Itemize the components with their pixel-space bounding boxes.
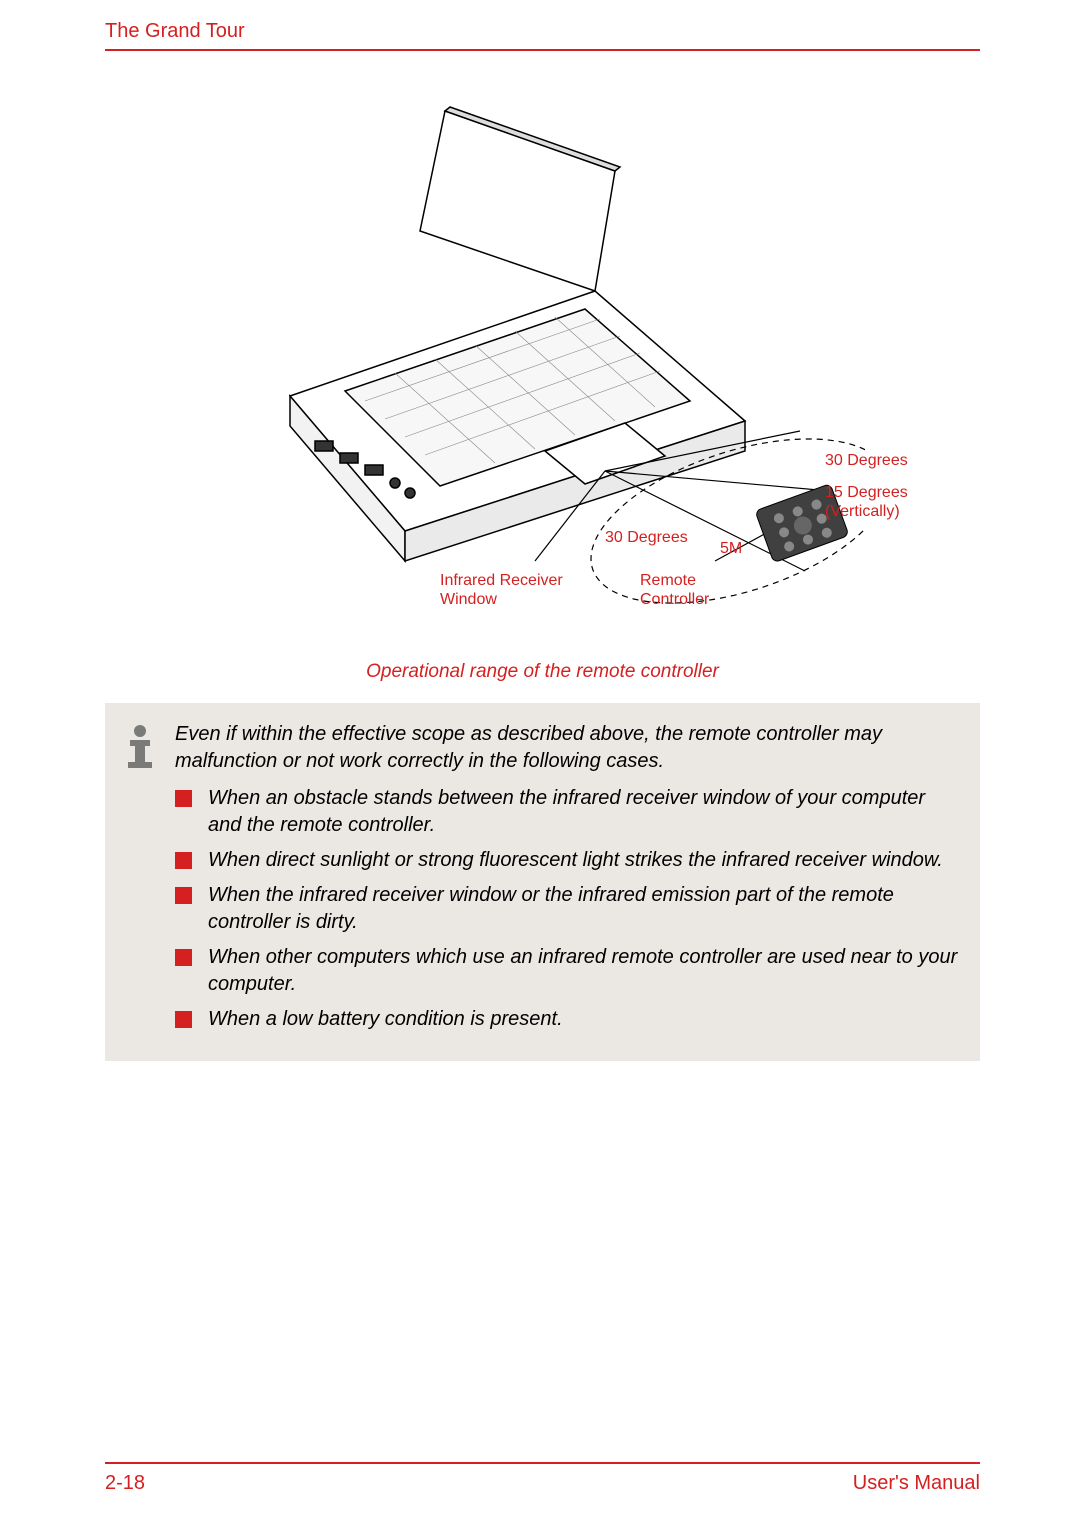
bullet-square-icon	[175, 949, 192, 966]
label-30deg-left: 30 Degrees	[605, 528, 688, 547]
label-ir-window: Infrared Receiver Window	[440, 571, 563, 609]
header-title: The Grand Tour	[105, 20, 245, 43]
bullet-square-icon	[175, 852, 192, 869]
manual-label: User's Manual	[853, 1472, 980, 1495]
page-number: 2-18	[105, 1472, 145, 1495]
label-15deg-vertical: 15 Degrees (Vertically)	[825, 483, 908, 521]
note-bullet: When other computers which use an infrar…	[175, 944, 960, 998]
figure-diagram: 30 Degrees 15 Degrees (Vertically) 30 De…	[105, 101, 980, 651]
bullet-text: When direct sunlight or strong fluoresce…	[208, 847, 960, 874]
info-note-block: Even if within the effective scope as de…	[105, 703, 980, 1061]
bullet-text: When an obstacle stands between the infr…	[208, 785, 960, 839]
note-bullet: When direct sunlight or strong fluoresce…	[175, 847, 960, 874]
note-bullet: When the infrared receiver window or the…	[175, 882, 960, 936]
laptop-remote-diagram	[245, 101, 865, 621]
note-intro: Even if within the effective scope as de…	[175, 721, 960, 775]
figure-caption: Operational range of the remote controll…	[105, 661, 980, 683]
page-footer: 2-18 User's Manual	[105, 1462, 980, 1495]
note-body: Even if within the effective scope as de…	[175, 721, 960, 1041]
label-remote-controller: Remote Controller	[640, 571, 709, 609]
bullet-text: When the infrared receiver window or the…	[208, 882, 960, 936]
bullet-square-icon	[175, 1011, 192, 1028]
info-icon	[119, 721, 175, 1041]
note-bullet: When an obstacle stands between the infr…	[175, 785, 960, 839]
bullet-square-icon	[175, 790, 192, 807]
label-5m: 5M	[720, 539, 742, 558]
note-bullet: When a low battery condition is present.	[175, 1006, 960, 1033]
label-30deg-right: 30 Degrees	[825, 451, 908, 470]
bullet-text: When other computers which use an infrar…	[208, 944, 960, 998]
bullet-square-icon	[175, 887, 192, 904]
page-header: The Grand Tour	[105, 20, 980, 51]
bullet-text: When a low battery condition is present.	[208, 1006, 960, 1033]
